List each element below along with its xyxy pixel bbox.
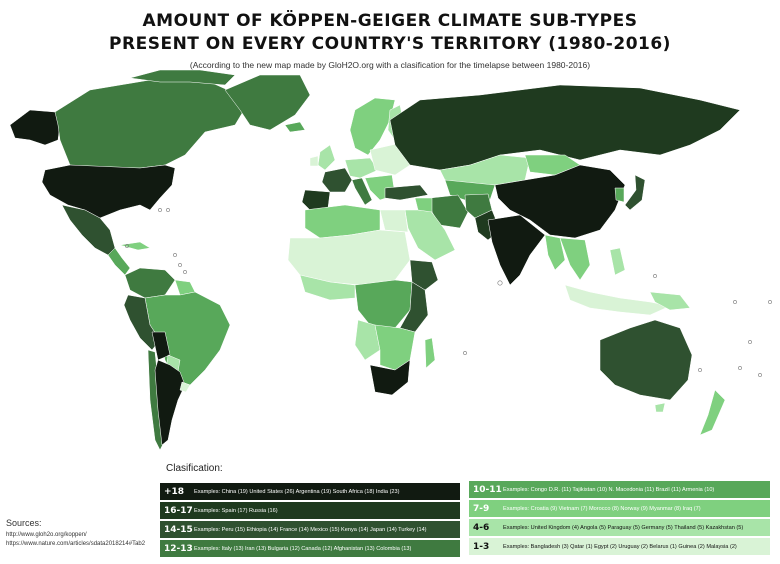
bolivia <box>151 331 171 361</box>
legend-row: 10-11 Examples: Congo D.R. (11) Tajikista… <box>469 481 770 498</box>
alaska <box>9 109 61 146</box>
usa <box>41 164 176 219</box>
cuba <box>119 241 151 251</box>
legend-row: 4-6 Examples: United Kingdom (4) Angola (… <box>469 519 770 536</box>
sources-label: Sources: <box>6 518 42 528</box>
legend-range: 1-3 <box>473 541 490 552</box>
philippines <box>609 247 626 276</box>
colombia-venezuela <box>124 267 176 299</box>
legend-range: 16-17 <box>164 505 193 516</box>
legend-row: 14-15 Examples: Peru (15) Ethiopia (14) F… <box>160 521 460 538</box>
iceland <box>284 121 306 133</box>
myanmar <box>544 234 566 271</box>
iraq <box>414 197 433 213</box>
legend-row: 12-13 Examples: Italy (13) Iran (13) Bulg… <box>160 540 460 557</box>
title-line-1: AMOUNT OF KÖPPEN-GEIGER CLIMATE SUB-TYPE… <box>142 11 638 31</box>
legend-row: +18 Examples: China (19) United States (2… <box>160 483 460 500</box>
italy <box>351 177 373 206</box>
angola <box>354 319 381 361</box>
new-guinea <box>649 291 691 311</box>
india <box>487 214 546 286</box>
japan <box>624 174 646 211</box>
legend-row: 1-3 Examples: Bangladesh (3) Qatar (1) Eg… <box>469 538 770 555</box>
germany-central <box>344 157 379 179</box>
canada-islands <box>129 70 236 86</box>
norway-sweden <box>349 97 396 156</box>
legend-range: 4-6 <box>473 522 490 533</box>
tasmania <box>654 402 666 413</box>
legend-examples: Examples: Spain (17) Russia (16) <box>194 507 278 514</box>
source-url-1[interactable]: http://www.gloh2o.org/koppen/ <box>6 532 87 538</box>
indochina <box>559 237 591 281</box>
congo <box>354 279 413 329</box>
legend-examples: Examples: Italy (13) Iran (13) Bulgaria … <box>194 545 412 552</box>
greenland <box>224 74 311 131</box>
legend-range: +18 <box>164 486 185 497</box>
legend-range: 7-9 <box>473 503 490 514</box>
legend-examples: Examples: Peru (15) Ethiopia (14) France… <box>194 526 427 533</box>
south-africa <box>369 359 411 396</box>
arabia <box>404 209 456 261</box>
france <box>321 167 353 193</box>
korea <box>614 187 625 203</box>
source-url-2[interactable]: https://www.nature.com/articles/sdata201… <box>6 541 146 547</box>
madagascar <box>424 337 436 369</box>
world-map <box>9 70 772 451</box>
legend-examples: Examples: Bangladesh (3) Qatar (1) Egypt… <box>503 543 737 550</box>
legend-examples: Examples: Croatia (9) Vietnam (7) Morocc… <box>503 505 701 512</box>
map-title: AMOUNT OF KÖPPEN-GEIGER CLIMATE SUB-TYPE… <box>0 10 780 56</box>
legend-examples: Examples: Congo D.R. (11) Tajikistan (10… <box>503 486 715 493</box>
peru <box>123 294 161 351</box>
canada <box>54 79 251 169</box>
ireland <box>309 155 319 167</box>
egypt <box>379 209 409 233</box>
central-america <box>107 247 131 276</box>
title-line-2: PRESENT ON EVERY COUNTRY'S TERRITORY (19… <box>109 34 671 54</box>
legend-examples: Examples: China (19) United States (26) … <box>194 488 400 495</box>
clasification-label: Clasification: <box>166 463 223 474</box>
small-islands <box>125 208 772 377</box>
australia <box>599 319 693 401</box>
legend-range: 10-11 <box>473 484 502 495</box>
uk <box>317 144 336 171</box>
spain <box>301 189 331 211</box>
new-zealand <box>699 389 726 436</box>
west-africa <box>299 274 356 301</box>
legend-row: 7-9 Examples: Croatia (9) Vietnam (7) Mor… <box>469 500 770 517</box>
legend-range: 12-13 <box>164 543 193 554</box>
map-subtitle: (According to the new map made by GloH2O… <box>189 60 591 70</box>
china <box>494 164 626 239</box>
ethiopia <box>409 259 439 291</box>
turkey <box>384 184 429 201</box>
legend-examples: Examples: United Kingdom (4) Angola (5) … <box>503 524 744 531</box>
sahara-sahel <box>287 229 411 286</box>
legend-row: 16-17 Examples: Spain (17) Russia (16) <box>160 502 460 519</box>
legend-range: 14-15 <box>164 524 193 535</box>
uruguay <box>179 381 191 393</box>
malaysia-indonesia <box>564 284 671 316</box>
argentina <box>154 359 186 446</box>
